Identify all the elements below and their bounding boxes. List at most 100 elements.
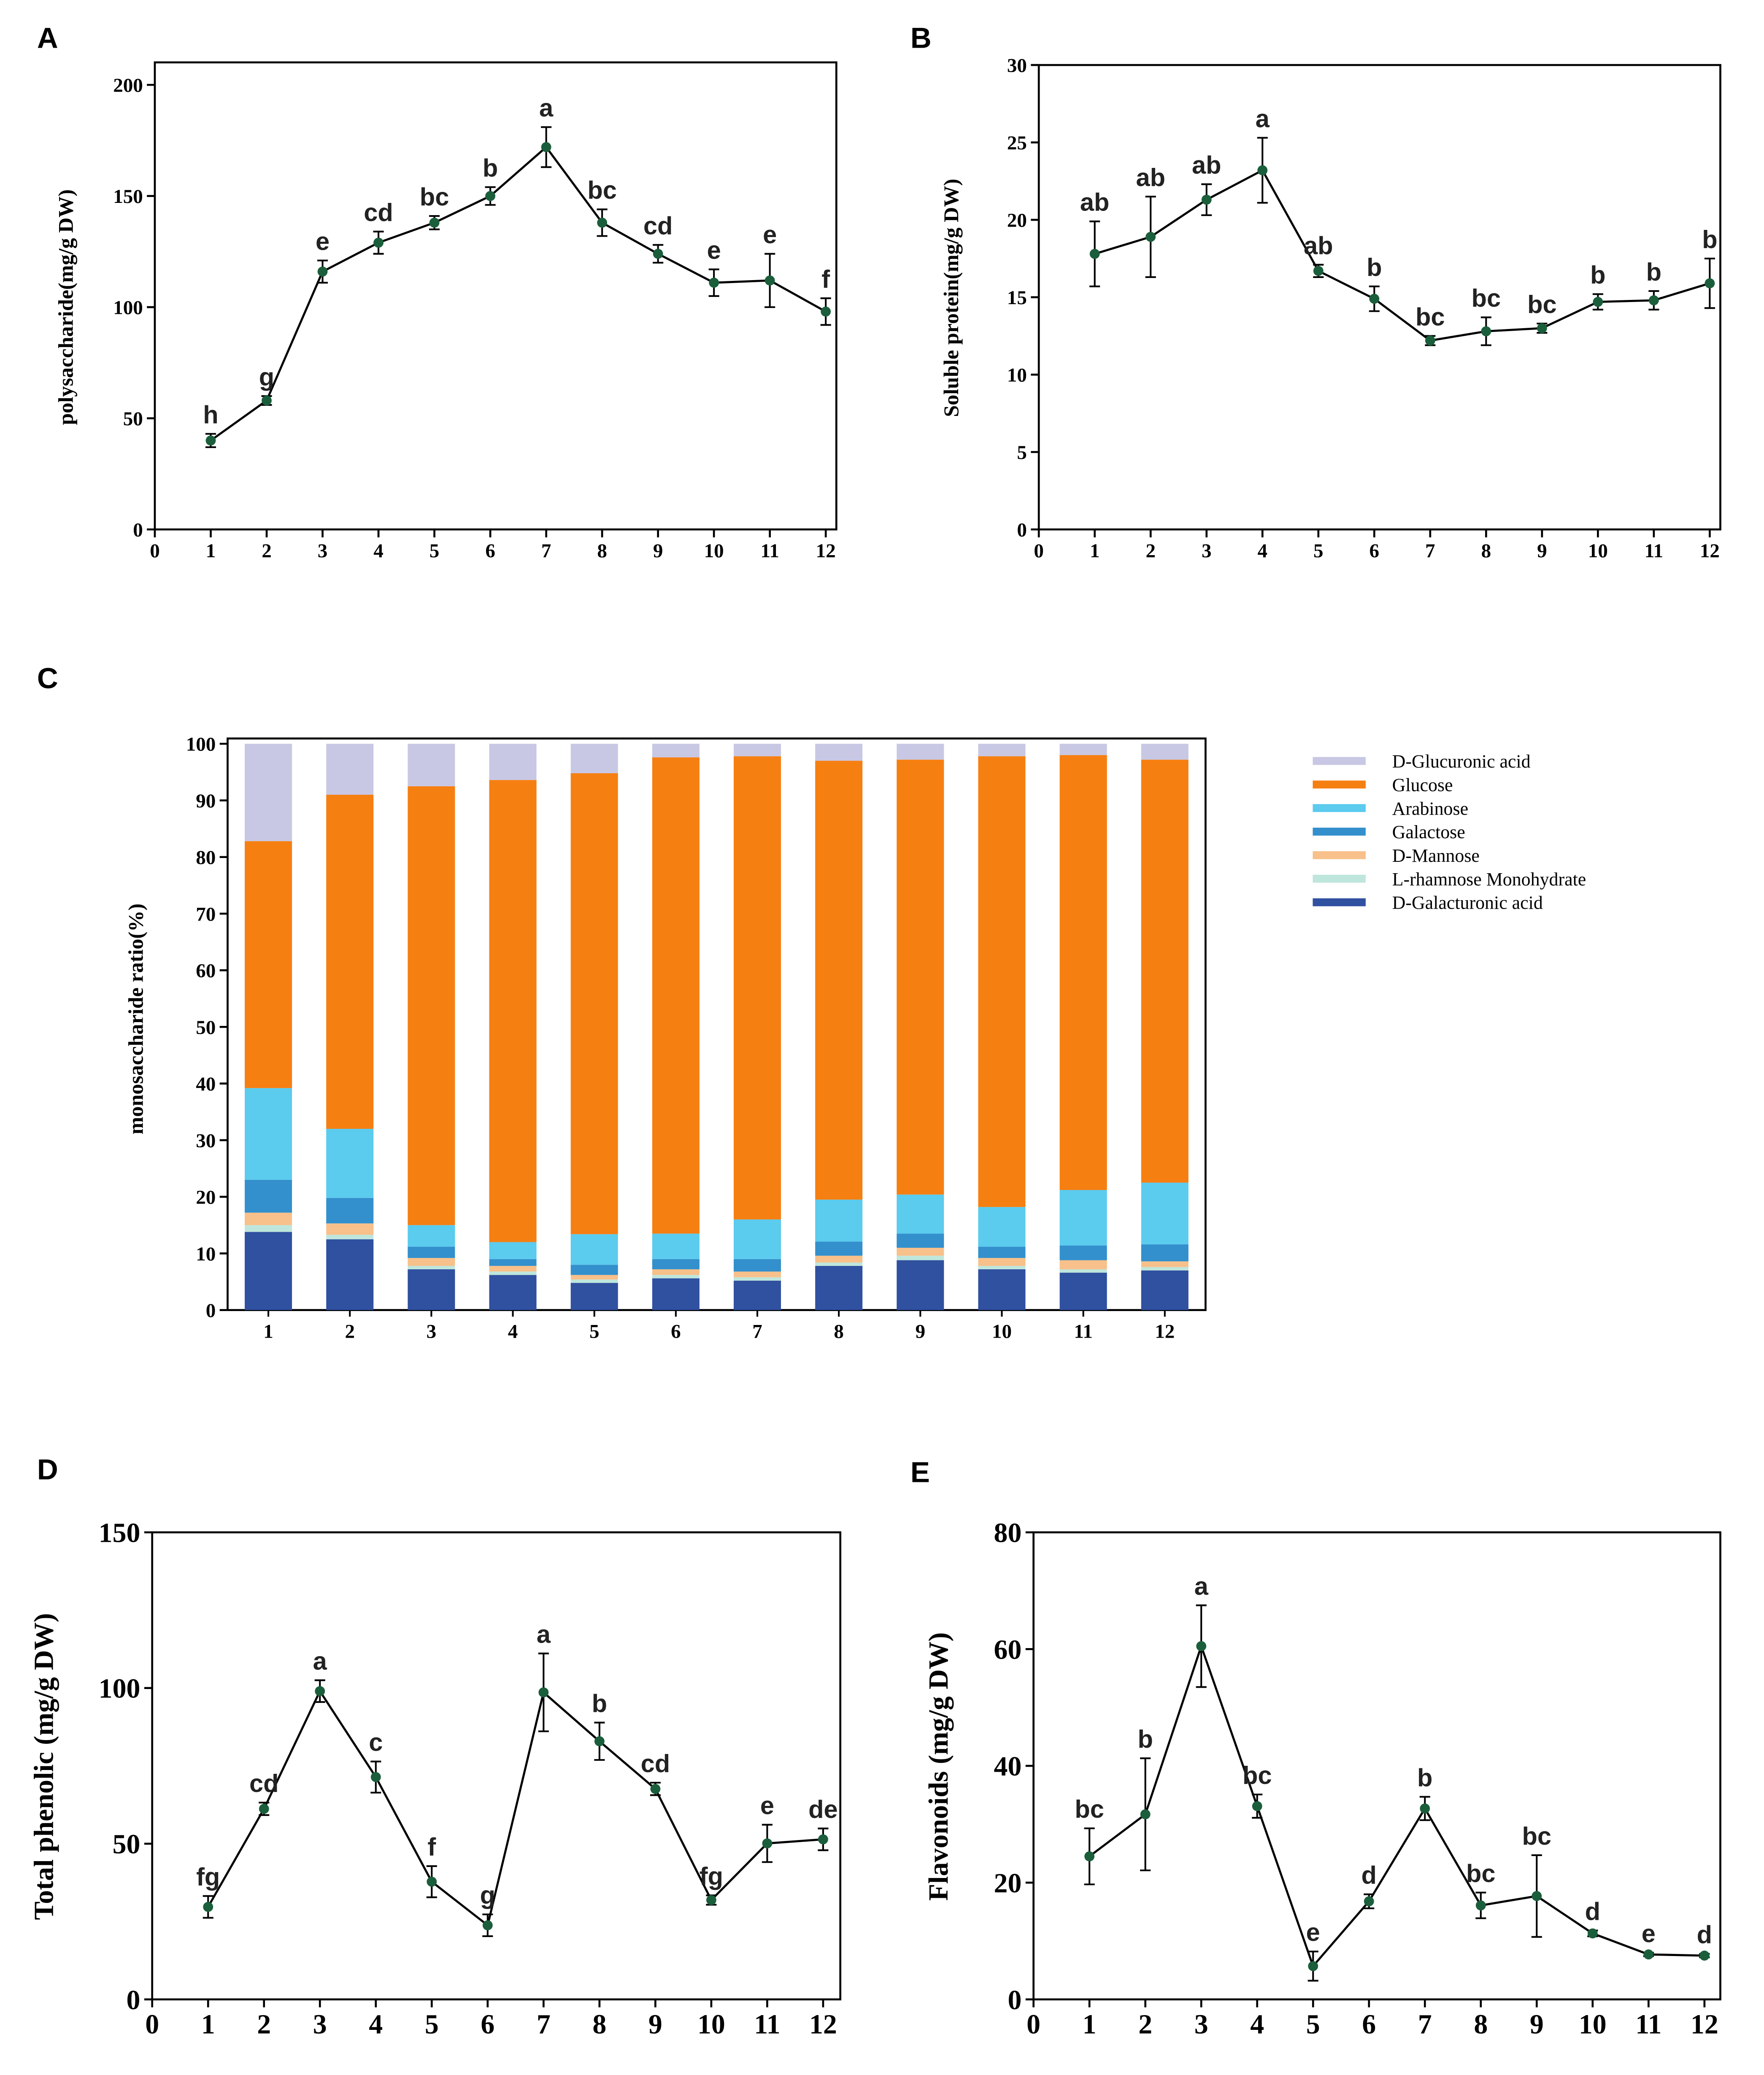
significance-letter: a <box>1194 1572 1209 1600</box>
data-point <box>1475 1900 1486 1910</box>
bar-segment <box>897 744 944 760</box>
significance-letter: bc <box>420 183 449 211</box>
bar-segment <box>652 1275 700 1279</box>
bar-segment <box>326 1235 374 1239</box>
x-tick-label: 8 <box>592 2009 606 2040</box>
bar-segment <box>897 1255 944 1260</box>
significance-letter: bc <box>1466 1859 1496 1887</box>
bar-segment <box>489 1275 537 1310</box>
data-point <box>1369 294 1380 304</box>
significance-letter: ab <box>1304 231 1333 259</box>
significance-letter: bc <box>1075 1795 1104 1823</box>
bar-segment <box>652 1269 700 1275</box>
data-point <box>317 266 328 277</box>
x-tick-label: 7 <box>537 2009 551 2040</box>
bar-segment <box>897 1260 944 1310</box>
significance-letter: cd <box>364 198 393 227</box>
bar-segment <box>733 744 781 756</box>
x-tick-label: 0 <box>1027 2009 1040 2040</box>
bar-segment <box>326 795 374 1129</box>
bar-segment <box>897 1194 944 1234</box>
y-tick-label: 25 <box>1007 132 1027 154</box>
data-point <box>1257 165 1268 175</box>
significance-letter: de <box>808 1795 838 1823</box>
x-tick-label: 1 <box>201 2009 215 2040</box>
data-point <box>1587 1928 1598 1939</box>
x-tick-label: 1 <box>263 1320 273 1342</box>
x-tick-label: 7 <box>752 1320 762 1342</box>
y-tick-label: 150 <box>113 186 143 208</box>
panel-label: D <box>37 1453 58 1486</box>
x-tick-label: 11 <box>1635 2009 1661 2040</box>
data-point <box>1420 1803 1430 1814</box>
x-tick-label: 0 <box>145 2009 159 2040</box>
data-line <box>207 1689 824 1927</box>
x-tick-label: 2 <box>1138 2009 1152 2040</box>
x-tick-label: 3 <box>318 540 328 562</box>
data-point <box>1648 295 1659 305</box>
bar-segment <box>1059 755 1107 1190</box>
bar-segment <box>489 1242 537 1259</box>
x-tick-label: 10 <box>704 540 724 562</box>
data-point <box>370 1772 381 1782</box>
significance-letter: e <box>707 236 721 264</box>
x-tick-label: 5 <box>425 2009 439 2040</box>
significance-letter: ab <box>1192 151 1221 179</box>
y-tick-label: 30 <box>196 1130 216 1152</box>
significance-letter: a <box>537 1620 551 1649</box>
bar-segment <box>245 1212 292 1225</box>
plot-frame <box>227 737 1207 1311</box>
x-tick-label: 8 <box>834 1320 844 1342</box>
data-point <box>764 275 775 286</box>
y-tick-label: 80 <box>196 847 216 869</box>
y-tick-label: 100 <box>99 1673 140 1704</box>
y-axis-label: polysaccharide(mg/g DW) <box>54 189 78 425</box>
significance-letter: b <box>483 154 498 182</box>
y-tick-label: 150 <box>99 1518 140 1549</box>
x-tick-label: 9 <box>653 540 663 562</box>
y-tick-label: 90 <box>196 790 216 812</box>
significance-letter: ab <box>1080 188 1110 216</box>
y-tick-label: 40 <box>994 1751 1022 1782</box>
x-tick-label: 1 <box>1083 2009 1097 2040</box>
y-tick-label: 100 <box>113 297 143 319</box>
bar-segment <box>245 1088 292 1180</box>
bar-segment <box>326 1129 374 1198</box>
y-tick-label: 50 <box>113 1829 140 1860</box>
significance-letter: h <box>203 400 218 429</box>
significance-letter: cd <box>641 1749 670 1778</box>
bar-segment <box>815 761 863 1200</box>
panel-label: A <box>37 22 58 54</box>
x-tick-label: 5 <box>1306 2009 1320 2040</box>
x-tick-label: 8 <box>597 540 607 562</box>
y-tick-label: 40 <box>196 1073 216 1095</box>
plot-frame <box>154 61 837 531</box>
y-tick-label: 5 <box>1017 442 1027 464</box>
bar-segment <box>489 1259 537 1266</box>
data-point <box>373 237 384 248</box>
y-tick-label: 100 <box>186 734 216 756</box>
bar-segment <box>1141 1261 1189 1267</box>
data-point <box>427 1876 437 1887</box>
plot-frame <box>1037 64 1721 531</box>
legend-label: D-Glucuronic acid <box>1392 752 1531 772</box>
significance-letter: d <box>1697 1921 1712 1949</box>
data-point <box>594 1736 605 1746</box>
y-tick-label: 20 <box>994 1868 1022 1899</box>
significance-letter: e <box>1306 1918 1320 1946</box>
data-point <box>650 1784 661 1794</box>
bar-segment <box>408 744 455 786</box>
bar-segment <box>1141 1270 1189 1310</box>
data-point <box>485 191 496 201</box>
bar-segment <box>978 756 1026 1207</box>
bar-segment <box>897 1233 944 1248</box>
data-point <box>1145 232 1156 242</box>
x-tick-label: 12 <box>1155 1320 1175 1342</box>
bar-segment <box>897 1247 944 1256</box>
data-point <box>541 142 551 152</box>
significance-letter: fg <box>700 1862 723 1890</box>
bar-segment <box>489 780 537 1242</box>
x-tick-label: 12 <box>1700 540 1720 562</box>
x-tick-label: 8 <box>1481 540 1491 562</box>
plot-frame <box>151 1531 842 2001</box>
